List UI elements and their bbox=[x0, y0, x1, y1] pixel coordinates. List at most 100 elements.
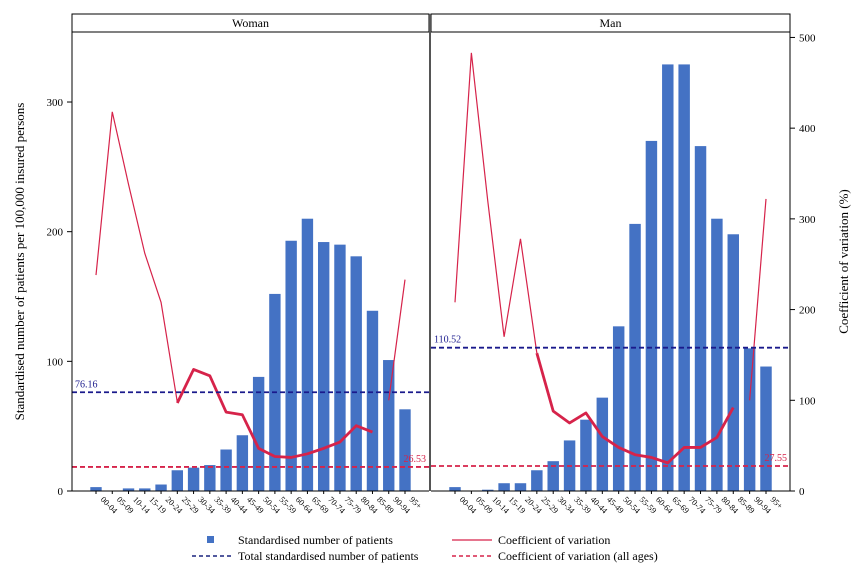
x-tick-label: 35-39 bbox=[572, 494, 593, 515]
bar-45-49 bbox=[236, 435, 249, 491]
x-tick-label: 65-69 bbox=[310, 494, 331, 515]
bar-70-74 bbox=[678, 64, 690, 491]
bar-35-39 bbox=[204, 465, 216, 491]
x-tick-label: 20-24 bbox=[164, 494, 186, 516]
x-tick-label: 60-64 bbox=[654, 494, 676, 516]
legend-item-cv: Coefficient of variation bbox=[452, 533, 610, 547]
bar-60-64 bbox=[645, 140, 658, 491]
bar-25-29 bbox=[531, 470, 543, 491]
x-tick-label: 55-59 bbox=[277, 494, 298, 515]
x-tick-label: 30-34 bbox=[196, 494, 218, 516]
legend-label: Coefficient of variation (all ages) bbox=[498, 549, 658, 563]
x-tick-label: 50-54 bbox=[621, 494, 643, 516]
x-tick-label: 45-49 bbox=[245, 494, 266, 515]
cv-line-thick bbox=[535, 352, 735, 465]
bar-15-19 bbox=[139, 488, 151, 491]
panel-man: Man 110.52 27.55 00-0405-0910-1415-1920-242… bbox=[430, 13, 791, 516]
y-right-tick-label: 500 bbox=[799, 32, 816, 44]
bar-00-04 bbox=[90, 487, 102, 491]
legend-item-total: Total standardised number of patients bbox=[192, 549, 419, 563]
bar-25-29 bbox=[171, 470, 184, 491]
bar-85-89 bbox=[727, 234, 739, 491]
y-left-title: Standardised number of patients per 100,… bbox=[12, 103, 27, 421]
cv-all-label: 26.53 bbox=[404, 454, 427, 465]
y-right-title: Coefficient of variation (%) bbox=[836, 189, 851, 334]
legend-label: Coefficient of variation bbox=[498, 533, 610, 547]
x-tick-label: 05-09 bbox=[474, 494, 495, 515]
cv-line-thin bbox=[749, 198, 767, 401]
y-right-tick-label: 400 bbox=[799, 123, 816, 135]
total-line-label: 76.16 bbox=[75, 379, 98, 390]
x-tick-label: 55-59 bbox=[638, 494, 659, 515]
x-tick-label: 15-19 bbox=[507, 494, 528, 515]
x-tick-label: 85-89 bbox=[736, 494, 757, 515]
x-tick-label: 35-39 bbox=[212, 494, 233, 515]
x-tick-label: 30-34 bbox=[556, 494, 578, 516]
x-tick-label: 75-79 bbox=[343, 494, 364, 515]
bar-30-34 bbox=[547, 461, 559, 491]
x-tick-label: 80-84 bbox=[359, 494, 381, 516]
x-tick-label: 60-64 bbox=[294, 494, 316, 516]
x-tick-label: 10-14 bbox=[490, 494, 512, 516]
bar-95+ bbox=[760, 366, 772, 491]
panel-title: Man bbox=[600, 16, 622, 30]
x-tick-label: 50-54 bbox=[261, 494, 283, 516]
bar-45-49 bbox=[596, 397, 609, 491]
legend-item-cvall: Coefficient of variation (all ages) bbox=[452, 549, 658, 563]
bar-90-94 bbox=[743, 348, 756, 491]
bar-50-54 bbox=[252, 376, 265, 491]
legend-label: Total standardised number of patients bbox=[238, 549, 419, 563]
bar-95+ bbox=[399, 409, 411, 491]
x-tick-label: 65-69 bbox=[670, 494, 691, 515]
legend-swatch bbox=[207, 536, 214, 543]
bar-20-24 bbox=[155, 484, 167, 491]
x-tick-label: 15-19 bbox=[147, 494, 168, 515]
x-tick-label: 70-74 bbox=[326, 494, 348, 516]
bar-10-14 bbox=[122, 488, 135, 491]
bar-65-69 bbox=[301, 218, 314, 492]
y-left-tick-label: 0 bbox=[58, 486, 64, 498]
bar-50-54 bbox=[612, 326, 625, 491]
x-tick-label: 05-09 bbox=[115, 494, 136, 515]
legend: Standardised number of patients Coefficie… bbox=[192, 533, 658, 563]
x-tick-label: 70-74 bbox=[687, 494, 709, 516]
y-right-tick-label: 300 bbox=[799, 214, 816, 226]
bar-40-44 bbox=[220, 449, 232, 491]
legend-label: Standardised number of patients bbox=[238, 533, 393, 547]
y-left-tick-label: 200 bbox=[47, 227, 64, 239]
y-right-tick-label: 0 bbox=[799, 486, 805, 498]
x-tick-label: 40-44 bbox=[589, 494, 611, 516]
y-left-tick-label: 100 bbox=[47, 356, 64, 368]
x-tick-label: 00-04 bbox=[99, 494, 121, 516]
right-axis: 0 100 200 300 400 500 Coefficient of variation… bbox=[789, 14, 851, 498]
bar-55-59 bbox=[629, 223, 641, 491]
x-tick-label: 25-29 bbox=[539, 494, 560, 515]
cv-line-thin bbox=[388, 279, 406, 401]
total-line-label: 110.52 bbox=[434, 335, 461, 346]
bar-30-34 bbox=[187, 467, 200, 491]
bar-10-14 bbox=[482, 489, 494, 491]
bar-80-84 bbox=[711, 218, 723, 492]
bar-65-69 bbox=[662, 64, 674, 491]
x-tick-label: 80-84 bbox=[719, 494, 741, 516]
x-tick-label: 90-94 bbox=[752, 494, 774, 516]
bar-70-74 bbox=[317, 242, 330, 491]
x-tick-label: 45-49 bbox=[605, 494, 626, 515]
cv-line-thin bbox=[95, 111, 178, 403]
bar-75-79 bbox=[694, 146, 707, 492]
x-tick-label: 10-14 bbox=[131, 494, 153, 516]
x-tick-label: 90-94 bbox=[391, 494, 413, 516]
cv-all-label: 27.55 bbox=[765, 453, 788, 464]
bar-80-84 bbox=[350, 256, 362, 491]
y-right-tick-label: 100 bbox=[799, 395, 816, 407]
panel-title: Woman bbox=[232, 16, 269, 30]
x-tick-label: 75-79 bbox=[703, 494, 724, 515]
bar-20-24 bbox=[514, 483, 527, 491]
panel-woman: Woman 76.16 26.53 00-0405-0910-1415-1920-24… bbox=[71, 13, 430, 516]
cv-line-thin bbox=[454, 52, 538, 354]
bar-85-89 bbox=[366, 310, 379, 491]
bar-15-19 bbox=[498, 483, 510, 491]
y-right-tick-label: 200 bbox=[799, 305, 816, 317]
bar-75-79 bbox=[334, 244, 346, 491]
